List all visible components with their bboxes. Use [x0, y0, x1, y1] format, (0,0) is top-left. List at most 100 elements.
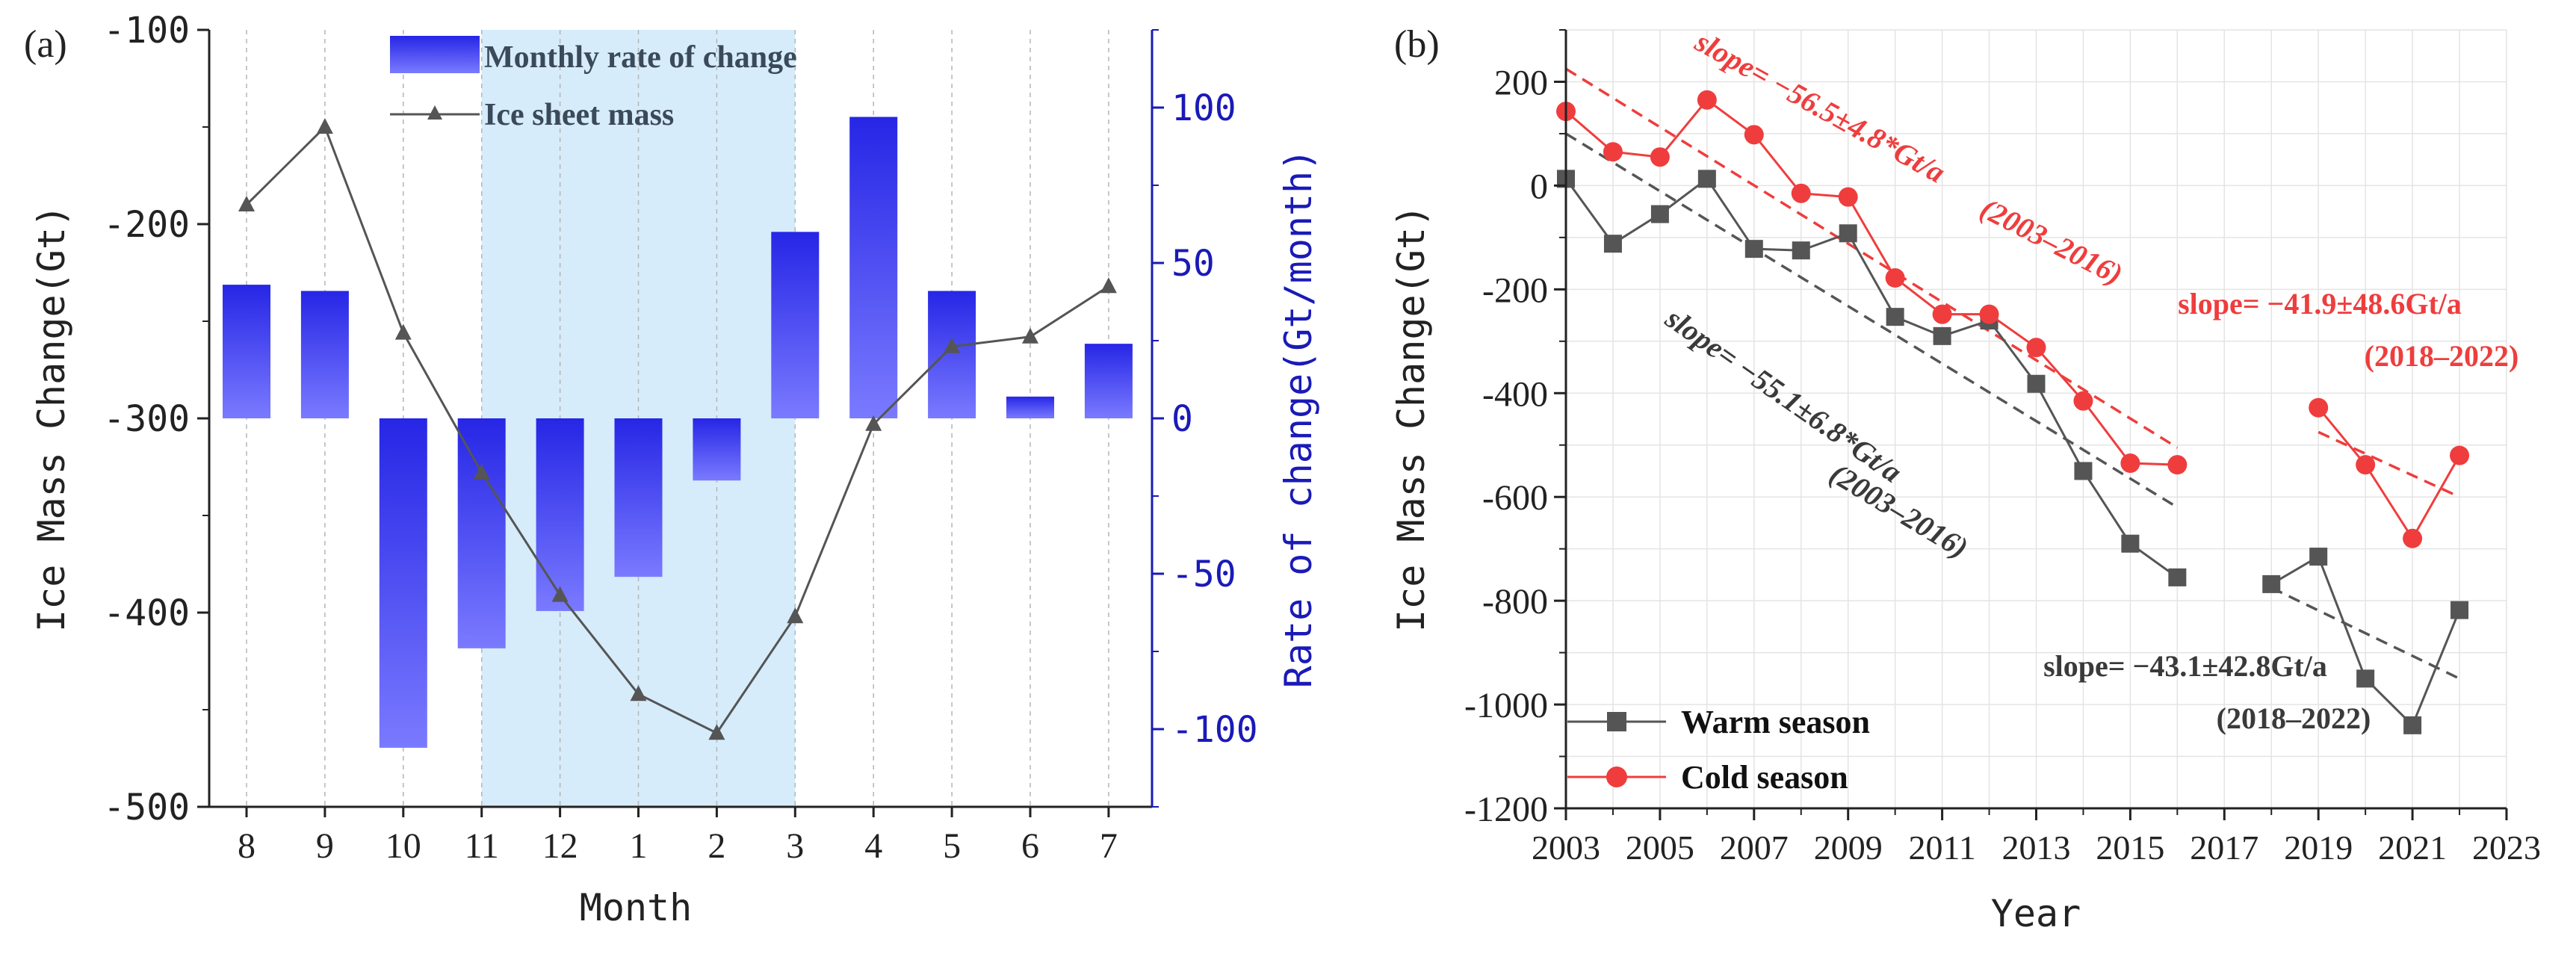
cold-season-trend2-period-label: (2018–2022) [2365, 339, 2519, 373]
rate-bar [928, 291, 976, 418]
x-axis-title: Month [580, 886, 693, 929]
x-tick-label: 4 [864, 826, 882, 866]
left-tick-label: -300 [103, 398, 190, 440]
warm-season-square-marker [2027, 374, 2046, 393]
rate-bar [379, 418, 427, 748]
warm-season-square-marker [2168, 568, 2187, 586]
y-axis-title: Ice Mass Change(Gt) [1390, 205, 1433, 632]
x-tick-label: 9 [316, 826, 334, 866]
legend-cold-circle-marker [1606, 766, 1627, 787]
warm-season-trend-line [2270, 586, 2460, 680]
x-axis-ticks: 8 9 10 11 12 1 2 3 4 5 6 7 [238, 807, 1118, 866]
x-tick-label: 2015 [2096, 828, 2164, 867]
warm-season-square-marker [2356, 669, 2375, 688]
rate-bar [1084, 344, 1133, 418]
rate-bar [614, 418, 663, 577]
cold-season-circle-marker [1885, 268, 1905, 288]
bar-series [223, 117, 1133, 748]
y-tick-label: -600 [1482, 478, 1548, 518]
x-tick-label: 2019 [2284, 828, 2353, 867]
y-tick-label: -400 [1482, 374, 1548, 414]
legend-line-label: Ice sheet mass [484, 98, 674, 132]
y-tick-label: -1000 [1464, 686, 1548, 725]
panel-label: (a) [24, 23, 67, 66]
x-tick-label: 5 [943, 826, 961, 866]
rate-bar [223, 285, 270, 418]
legend-bar-swatch [390, 36, 480, 73]
y-axis-ticks: -1200 -1000 -800 -600 -400 -200 0 200 [1464, 29, 1566, 829]
rate-bar [300, 291, 349, 418]
y-tick-label: -1200 [1464, 790, 1548, 829]
x-tick-label: 2013 [2002, 828, 2071, 867]
warm-season-square-marker [1792, 241, 1810, 260]
cold-season-circle-marker [1932, 304, 1952, 324]
cold-season-trend-line [2318, 430, 2460, 498]
mass-triangle-marker [1100, 277, 1117, 294]
x-tick-label: 2009 [1814, 828, 1883, 867]
x-axis-ticks: 2003 2005 2007 2009 2011 2013 2015 2017 2019 2021… [1532, 808, 2541, 867]
left-axis-title: Ice Mass Change(Gt) [30, 205, 73, 632]
warm-season-square-marker [2450, 601, 2469, 619]
y-tick-label: 200 [1494, 63, 1548, 102]
x-tick-label: 2017 [2190, 828, 2258, 867]
cold-season-circle-marker [1979, 304, 1999, 324]
left-tick-label: -500 [103, 787, 190, 828]
mass-triangle-marker [944, 337, 961, 353]
mass-triangle-marker [787, 607, 804, 624]
warm-season-trend2-period-label: (2018–2022) [2217, 701, 2371, 735]
warm-season-trend-line [1565, 132, 2179, 509]
cold-season-trend-line [1565, 67, 2179, 449]
x-tick-label: 2003 [1532, 828, 1600, 867]
mass-triangle-marker [630, 685, 647, 701]
warm-season-square-marker [2121, 534, 2140, 553]
left-tick-label: -200 [103, 204, 190, 246]
cold-season-circle-marker [2120, 453, 2140, 474]
warm-season-square-marker [1603, 235, 1622, 253]
mass-triangle-marker [1022, 327, 1038, 344]
x-axis-title: Year [1991, 892, 2081, 935]
right-tick-label: -100 [1171, 709, 1258, 751]
warm-season-square-marker [1650, 205, 1669, 223]
x-tick-label: 8 [238, 826, 256, 866]
cold-season-circle-marker [1838, 187, 1858, 207]
cold-season-circle-marker [1603, 142, 1623, 162]
mass-triangle-marker [394, 323, 412, 340]
warm-season-square-marker [2074, 462, 2093, 480]
warm-season-trend2-slope-label: slope= −43.1±42.8Gt/a [2043, 649, 2327, 683]
ice-sheet-mass-markers [238, 118, 1117, 740]
x-tick-label: 2023 [2472, 828, 2541, 867]
mass-triangle-marker [473, 463, 490, 480]
legend-warm-square-marker [1607, 712, 1626, 731]
x-tick-label: 3 [786, 826, 804, 866]
legend-b: Warm season Cold season [1567, 704, 1870, 796]
cold-season-line [1565, 98, 2178, 466]
mass-triangle-marker [238, 196, 255, 211]
cold-season-circle-marker [2356, 455, 2376, 475]
left-tick-label: -100 [103, 10, 190, 52]
legend-triangle-marker [427, 105, 442, 120]
warm-season-square-marker [1697, 170, 1716, 188]
right-axis-title: Rate of change(Gt/month) [1277, 149, 1320, 688]
warm-season-square-marker [1839, 224, 1857, 243]
rate-bar [536, 418, 584, 611]
legend-a: Monthly rate of change Ice sheet mass [390, 36, 797, 132]
rate-bar [457, 418, 506, 648]
cold-season-circle-marker [1650, 147, 1670, 167]
right-axis-ticks: -100 -50 0 50 100 [1152, 29, 1258, 808]
x-tick-label: 1 [630, 826, 648, 866]
cold-season-circle-marker [1697, 90, 1717, 110]
mass-triangle-marker [865, 415, 882, 431]
cold-season-circle-marker [1791, 183, 1811, 203]
cold-season-trend2-slope-label: slope= −41.9±48.6Gt/a [2178, 287, 2462, 320]
mass-triangle-marker [316, 118, 333, 134]
right-tick-label: -50 [1171, 554, 1236, 595]
rate-bar [1006, 396, 1054, 418]
ice-sheet-mass-line [245, 125, 1109, 735]
warm-season-square-marker [1744, 240, 1763, 258]
x-tick-label: 12 [542, 826, 578, 866]
mass-triangle-marker [551, 586, 569, 602]
left-tick-label: -400 [103, 592, 190, 634]
legend-warm-label: Warm season [1681, 704, 1870, 740]
